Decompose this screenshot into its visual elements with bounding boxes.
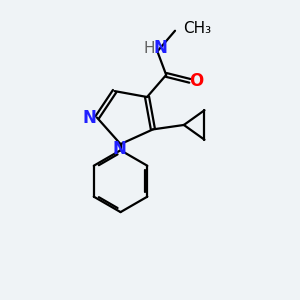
Text: O: O bbox=[189, 72, 203, 90]
Text: N: N bbox=[112, 140, 126, 158]
Text: N: N bbox=[153, 39, 167, 57]
Text: N: N bbox=[83, 109, 97, 127]
Text: H: H bbox=[143, 41, 155, 56]
Text: CH₃: CH₃ bbox=[183, 21, 211, 36]
